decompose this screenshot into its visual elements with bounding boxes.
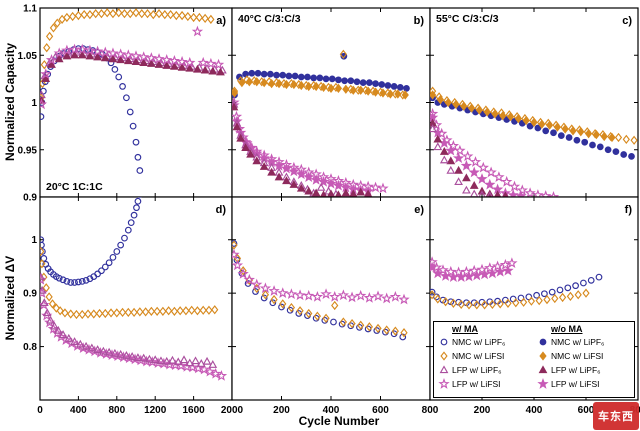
y-tick-label: 0.9 [23, 289, 37, 300]
legend-header-1: w/o MA [551, 324, 583, 334]
x-tick-label: 400 [70, 405, 87, 416]
y-tick-label: 0.8 [23, 342, 37, 353]
x-tick-label: 800 [108, 405, 125, 416]
y-axis-title-top: Normalized Capacity [3, 43, 17, 161]
x-tick-label: 600 [578, 405, 595, 416]
series-f-lfp-lifsi-open [430, 256, 518, 278]
legend-entry: LFP w/ LiFSI [535, 377, 634, 391]
legend-entry: NMC w/ LiPF₆ [436, 335, 535, 349]
series-b-nmc-lipf6-filled [232, 52, 410, 99]
panel-frame-a [39, 7, 233, 198]
series-f-nmc-lifsi-open [430, 288, 590, 310]
panel-label-b: b) [414, 15, 425, 27]
legend-label: LFP w/ LiPF₆ [551, 365, 601, 375]
diamond-marker-icon [539, 351, 547, 361]
x-axis-title: Cycle Number [299, 414, 380, 428]
series-a-lfp-lifsi-open [40, 25, 225, 110]
legend-label: NMC w/ LiPF₆ [551, 337, 605, 347]
legend-header-0: w/ MA [452, 324, 478, 334]
y-tick-label: 0.95 [18, 145, 38, 156]
y-tick-label: 1 [31, 235, 37, 246]
legend-entry: NMC w/ LiPF₆ [535, 335, 634, 349]
legend-entry: LFP w/ LiFSI [436, 377, 535, 391]
legend-column-0: w/ MA NMC w/ LiPF₆ NMC w/ LiFSI LFP w/ LiPF… [436, 323, 535, 397]
series-a-lfp-lipf6-filled [40, 50, 225, 104]
legend-label: LFP w/ LiFSI [551, 379, 600, 389]
panel-title-c: 55°C C/3:C/3 [436, 13, 499, 25]
series-a-nmc-lifsi-open [40, 8, 215, 103]
series-d-nmc-lifsi-open [40, 246, 219, 320]
legend-entry: LFP w/ LiPF₆ [535, 363, 634, 377]
series-d-nmc-lipf6-open [40, 197, 142, 286]
panel-c: c) 55°C C/3:C/3 [429, 7, 639, 198]
y-tick-label: 1.1 [23, 4, 37, 15]
panel-label-a: a) [216, 15, 226, 27]
series-f-lfp-lifsi-filled [430, 261, 514, 282]
x-tick-label: 200 [474, 405, 491, 416]
y-tick-label: 1.05 [18, 51, 38, 62]
legend-entry: LFP w/ LiPF₆ [436, 363, 535, 377]
star-marker-icon [438, 378, 450, 389]
x-tick-label: 1600 [182, 405, 205, 416]
series-b-nmc-lifsi-filled [232, 77, 409, 100]
series-c-nmc-lifsi-filled [430, 90, 616, 143]
star-marker-icon [537, 378, 549, 389]
panel-b: b) 40°C C/3:C/3 [231, 7, 431, 198]
triangle-marker-icon [439, 365, 449, 374]
panel-label-f: f) [625, 204, 633, 216]
chart-legend: w/ MA NMC w/ LiPF₆ NMC w/ LiFSI LFP w/ LiPF… [433, 321, 635, 398]
legend-label: LFP w/ LiPF₆ [452, 365, 502, 375]
x-tick-label: 600 [372, 405, 389, 416]
panel-e: 200 400 600 800 e) [231, 196, 439, 416]
legend-column-1: w/o MA NMC w/ LiPF₆ NMC w/ LiFSI LFP w/ LiP… [535, 323, 634, 397]
x-tick-label: 2000 [221, 405, 244, 416]
legend-label: LFP w/ LiFSI [452, 379, 501, 389]
legend-label: NMC w/ LiFSI [551, 351, 604, 361]
circle-marker-icon [440, 338, 448, 346]
panel-label-e: e) [414, 204, 424, 216]
x-tick-label: 400 [526, 405, 543, 416]
series-e-lfp-lifsi-open [232, 248, 410, 305]
legend-entry: NMC w/ LiFSI [436, 349, 535, 363]
panel-title-b: 40°C C/3:C/3 [238, 13, 301, 25]
x-tick-label: 400 [323, 405, 340, 416]
diamond-marker-icon [440, 351, 448, 361]
series-c-lfp-lipf6-open [430, 124, 493, 197]
x-tick-label: 800 [422, 405, 439, 416]
y-axis-title-bottom: Normalized ΔV [3, 256, 17, 341]
legend-label: NMC w/ LiFSI [452, 351, 505, 361]
legend-label: NMC w/ LiPF₆ [452, 337, 506, 347]
series-d-lfp-lipf6-open [40, 272, 218, 368]
circle-marker-icon [539, 338, 547, 346]
y-tick-label: 1 [31, 98, 37, 109]
series-b-lfp-lipf6-filled [232, 102, 373, 197]
panel-label-d: d) [216, 204, 227, 216]
panel-frame-d [39, 196, 233, 401]
y-tick-label: 0.9 [23, 193, 37, 204]
x-tick-label: 0 [37, 405, 43, 416]
legend-entry: NMC w/ LiFSI [535, 349, 634, 363]
watermark-badge: 车东西 [593, 402, 639, 430]
panel-label-c: c) [622, 15, 632, 27]
x-tick-label: 200 [273, 405, 290, 416]
panel-a: 0.9 0.95 1 1.05 1.1 a) 20°C 1C:1C [18, 4, 233, 204]
x-tick-label: 1200 [144, 405, 167, 416]
triangle-marker-icon [538, 365, 548, 374]
panel-d: 0 400 800 1200 1600 2000 0.8 0.9 1 d) [23, 196, 244, 416]
panel-title-a: 20°C 1C:1C [46, 181, 103, 193]
